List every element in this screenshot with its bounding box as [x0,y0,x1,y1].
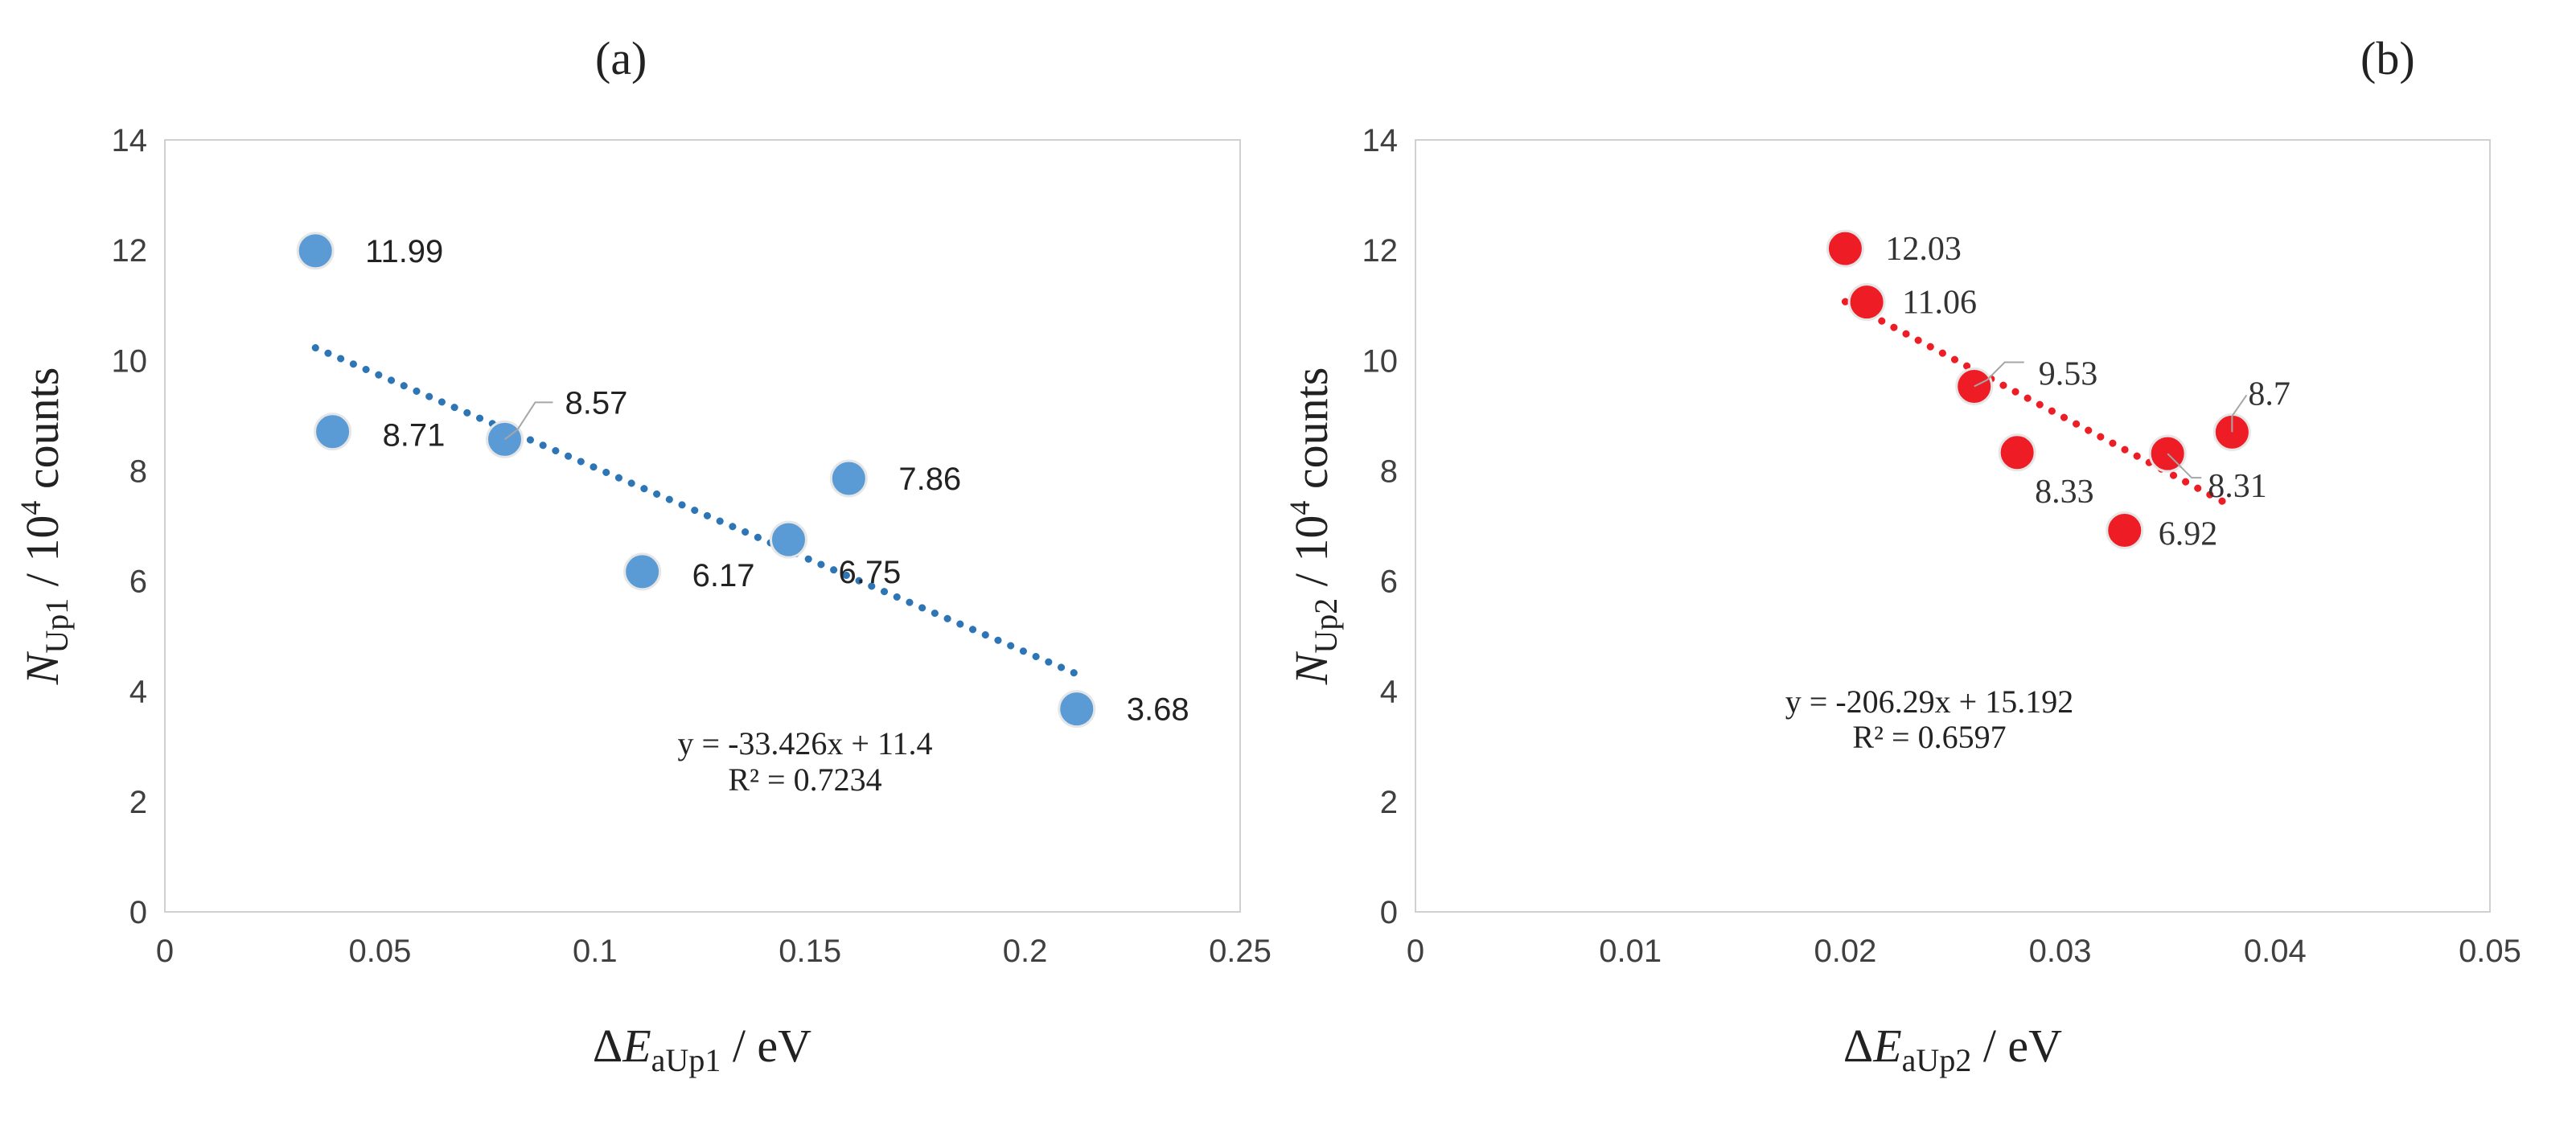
data-point [2106,511,2144,549]
trend-r2: R² = 0.6597 [1852,719,2006,755]
x-tick-label: 0 [156,934,174,969]
data-point [1998,433,2036,472]
data-label: 7.86 [898,462,961,497]
y-tick-label: 6 [129,564,147,600]
x-tick-label: 0.05 [2459,934,2521,969]
trendline [311,344,1081,678]
panel-a: (a) 0 2 4 6 8 10 12 14 0 0.05 0.1 0.15 0.2 0.25 11.99 8… [14,32,1272,1078]
data-point [829,459,868,498]
data-label: 9.53 [2039,356,2098,393]
trend-equation: y = -206.29x + 15.192 [1785,683,2073,720]
panel-a-tag: (a) [595,32,647,84]
x-tick-label: 0.01 [1599,934,1662,969]
data-point [769,520,807,559]
data-label: 11.99 [365,234,443,269]
panel-b-tag: (b) [2360,32,2415,84]
x-tick-label: 0.02 [1814,934,1876,969]
data-point [314,413,352,451]
data-label: 6.92 [2159,515,2218,552]
x-tick-label: 0.1 [573,934,618,969]
x-tick-label: 0.04 [2244,934,2307,969]
x-axis-title: ΔEaUp1 / eV [593,1020,811,1078]
x-tick-label: 0.2 [1003,934,1048,969]
data-label: 8.71 [383,418,446,454]
data-point [623,552,662,591]
data-point [1847,283,1886,322]
y-tick-label: 2 [129,785,147,820]
trendline [1841,298,2236,511]
data-label: 11.06 [1902,285,1977,322]
y-tick-label: 2 [1380,785,1398,820]
y-tick-label: 8 [129,454,147,489]
x-axis-title: ΔEaUp2 / eV [1843,1020,2062,1078]
x-tick-label: 0.05 [348,934,411,969]
x-tick-label: 0.15 [779,934,841,969]
label-leader [2231,394,2248,433]
label-leader [503,401,553,441]
label-leader [1974,361,2024,388]
label-leader [2167,453,2202,479]
data-label: 8.7 [2248,376,2290,413]
y-tick-label: 0 [1380,895,1398,930]
trend-equation: y = -33.426x + 11.4 [678,725,933,761]
y-axis-title: NUp2 / 104 counts [1284,367,1344,686]
y-tick-label: 14 [112,123,148,158]
y-axis-title: NUp1 / 104 counts [14,367,75,686]
data-point [1058,690,1096,729]
y-tick-label: 6 [1380,564,1398,600]
panel-b: (b) 0 2 4 6 8 10 12 14 0 0.01 0.02 0.03 0.04 0.05 12.03… [1284,32,2521,1078]
plot-area [1415,139,2491,913]
data-point [296,232,335,270]
data-label: 12.03 [1885,231,1962,268]
y-tick-label: 14 [1362,123,1399,158]
data-label: 8.57 [565,385,627,421]
data-label: 8.33 [2035,474,2094,511]
data-label: 3.68 [1127,692,1189,728]
y-tick-label: 4 [1380,675,1398,710]
x-tick-label: 0.25 [1209,934,1272,969]
y-tick-label: 10 [112,343,148,379]
trend-r2: R² = 0.7234 [728,761,881,798]
y-tick-label: 4 [129,675,147,710]
y-tick-label: 10 [1362,343,1399,379]
y-tick-label: 8 [1380,454,1398,489]
y-tick-label: 12 [112,233,148,269]
x-tick-label: 0.03 [2029,934,2092,969]
data-point [1826,229,1864,268]
y-tick-label: 12 [1362,233,1399,269]
data-label: 8.31 [2208,468,2267,505]
x-tick-label: 0 [1407,934,1424,969]
y-tick-label: 0 [129,895,147,930]
data-label: 6.17 [692,558,755,593]
data-label: 6.75 [838,555,901,590]
plot-area [164,139,1241,913]
